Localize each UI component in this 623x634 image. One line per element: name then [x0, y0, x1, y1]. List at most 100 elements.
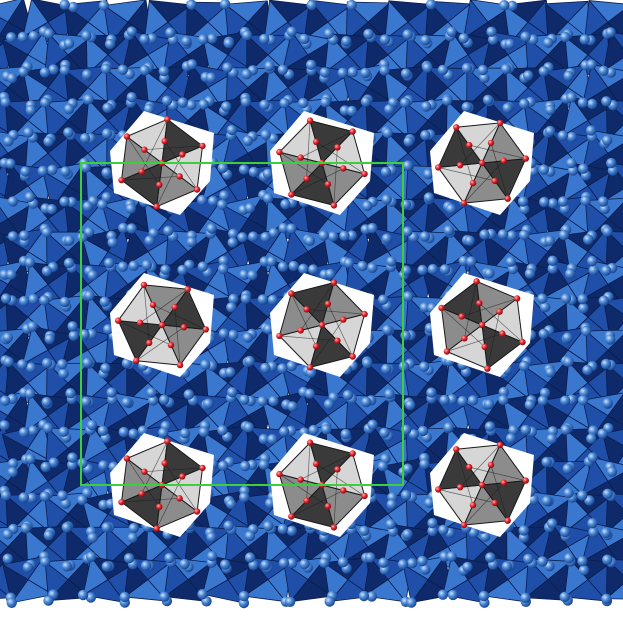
framework-atom — [321, 424, 332, 435]
oxygen-atom — [513, 295, 521, 302]
framework-atom — [505, 256, 517, 267]
framework-atom — [286, 557, 298, 569]
oxygen-atom — [478, 321, 486, 329]
framework-atom — [243, 422, 254, 433]
oxygen-atom — [340, 165, 347, 172]
framework-atom — [228, 228, 239, 239]
framework-atom — [584, 495, 595, 506]
framework-atom — [57, 490, 68, 501]
framework-atom — [218, 255, 229, 267]
guest-cluster — [110, 273, 214, 377]
cluster-edge — [333, 147, 338, 206]
oxygen-atom — [478, 159, 486, 167]
oxygen-atom — [306, 439, 314, 446]
framework-atom — [139, 65, 150, 76]
framework-atom — [524, 399, 535, 410]
framework-atom — [438, 524, 449, 535]
framework-atom — [7, 231, 19, 242]
oxygen-atom — [123, 133, 131, 140]
framework-atom — [82, 357, 93, 368]
framework-atom — [39, 67, 51, 78]
oxygen-atom — [491, 177, 498, 185]
framework-atom — [43, 530, 54, 541]
framework-atom — [342, 389, 354, 401]
framework-atom — [186, 99, 197, 111]
framework-atom — [400, 489, 412, 501]
framework-atom — [228, 329, 239, 341]
framework-atom — [501, 561, 513, 572]
framework-atom — [427, 517, 438, 529]
framework-atom — [217, 199, 228, 210]
oxygen-atom — [476, 300, 483, 307]
framework-atom — [408, 429, 419, 440]
framework-atom — [366, 591, 377, 602]
oxygen-atom — [306, 364, 314, 371]
framework-atom — [41, 266, 53, 277]
framework-atom — [445, 203, 457, 214]
framework-atom — [58, 426, 69, 437]
framework-atom — [140, 560, 152, 571]
framework-atom — [143, 103, 155, 115]
framework-atom — [484, 421, 496, 432]
framework-atom — [600, 527, 612, 538]
framework-atom — [79, 133, 91, 144]
framework-atom — [367, 262, 378, 273]
oxygen-atom — [176, 361, 184, 369]
framework-atom — [461, 62, 473, 74]
framework-atom — [20, 166, 31, 177]
framework-atom — [40, 461, 51, 473]
framework-atom — [41, 396, 52, 408]
framework-atom — [87, 532, 98, 543]
framework-atom — [97, 425, 109, 436]
framework-atom — [299, 33, 310, 45]
unit-cell-rect — [80, 162, 404, 486]
framework-atom — [587, 518, 598, 529]
framework-atom — [219, 190, 230, 201]
oxygen-atom — [118, 176, 125, 184]
framework-atom — [268, 395, 279, 407]
framework-atom — [84, 290, 95, 301]
oxygen-atom — [330, 279, 338, 286]
oxygen-atom — [330, 524, 338, 531]
framework-atom — [420, 130, 431, 141]
framework-atom — [163, 225, 174, 236]
framework-atom — [20, 523, 31, 534]
framework-atom — [486, 26, 497, 37]
framework-atom — [523, 70, 534, 81]
framework-atom — [68, 330, 79, 341]
framework-atom — [580, 195, 591, 206]
framework-atom — [418, 361, 430, 372]
framework-atom — [67, 321, 78, 332]
framework-atom — [497, 229, 509, 240]
framework-atom — [186, 236, 197, 248]
framework-atom — [426, 387, 437, 398]
oxygen-atom — [340, 316, 347, 323]
framework-atom — [101, 522, 112, 533]
cluster-edge — [327, 303, 354, 357]
oxygen-atom — [156, 503, 163, 510]
framework-atom — [225, 367, 236, 378]
framework-atom — [239, 269, 250, 280]
framework-atom — [586, 59, 597, 70]
framework-atom — [420, 34, 431, 46]
framework-atom — [361, 396, 372, 408]
framework-atom — [63, 103, 75, 115]
framework-atom — [99, 296, 110, 307]
oxygen-atom — [312, 138, 320, 145]
guest-cluster — [270, 273, 374, 377]
framework-atom — [260, 559, 271, 571]
framework-atom — [564, 268, 576, 279]
framework-atom — [360, 67, 371, 79]
framework-atom — [458, 255, 469, 267]
framework-atom — [46, 204, 57, 215]
framework-atom — [360, 96, 372, 107]
cluster-edge — [118, 320, 172, 346]
framework-atom — [40, 556, 51, 567]
framework-atom — [423, 192, 435, 203]
framework-atom — [239, 492, 250, 503]
framework-atom — [287, 401, 298, 412]
framework-atom — [26, 492, 38, 504]
framework-atom — [80, 396, 92, 407]
framework-atom — [87, 270, 98, 281]
